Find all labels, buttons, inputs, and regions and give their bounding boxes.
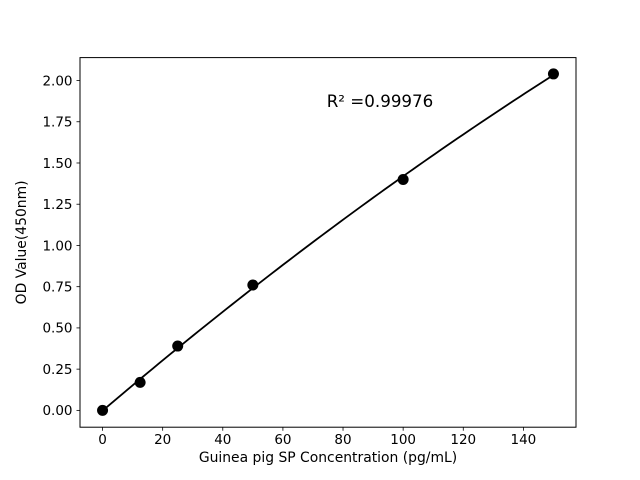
y-tick-label: 0.00: [42, 403, 72, 419]
x-tick-label: 40: [214, 432, 231, 448]
data-point: [97, 404, 109, 416]
x-tick-label: 120: [450, 432, 476, 448]
y-tick-label: 1.75: [42, 115, 72, 131]
y-tick-label: 0.25: [42, 362, 72, 378]
y-tick-label: 0.75: [42, 279, 72, 295]
data-point: [547, 68, 559, 80]
data-point: [134, 376, 146, 388]
y-tick-label: 1.25: [42, 197, 72, 213]
data-series: [97, 68, 559, 416]
x-tick-label: 140: [511, 432, 537, 448]
x-tick-label: 80: [334, 432, 351, 448]
data-point: [172, 340, 184, 352]
data-point: [247, 279, 259, 291]
plot-frame: [79, 57, 577, 428]
fit-line: [101, 74, 555, 412]
x-axis-label: Guinea pig SP Concentration (pg/mL): [199, 450, 457, 466]
x-tick-label: 100: [390, 432, 416, 448]
x-tick-label: 20: [154, 432, 171, 448]
y-axis-ticks: 0.00 0.25 0.50 0.75 1.00 1.25 1.50 1.75 2.00: [42, 73, 80, 419]
y-axis-label: OD Value(450nm): [14, 180, 30, 304]
x-tick-label: 0: [98, 432, 107, 448]
x-axis-ticks: 0 20 40 60 80 100 120 140: [98, 427, 536, 448]
y-tick-label: 0.50: [42, 321, 72, 337]
y-tick-label: 2.00: [42, 73, 72, 89]
y-tick-label: 1.50: [42, 156, 72, 172]
data-point: [397, 173, 409, 185]
r-squared-annotation: R² =0.99976: [327, 91, 434, 111]
x-tick-label: 60: [274, 432, 291, 448]
y-tick-label: 1.00: [42, 238, 72, 254]
